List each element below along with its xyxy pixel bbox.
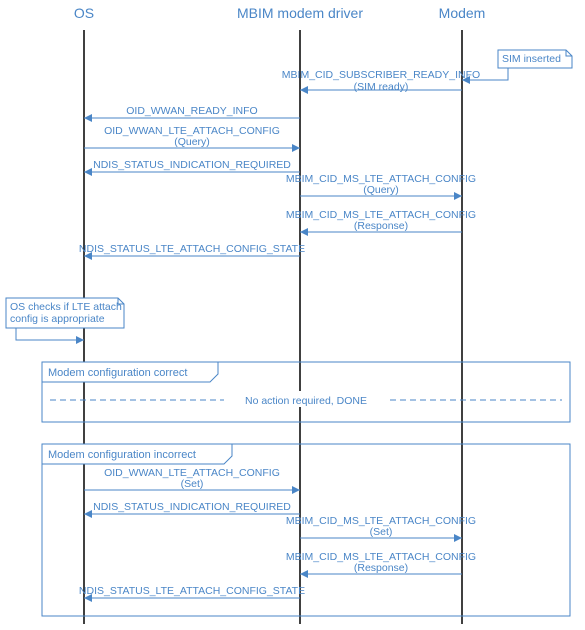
message-text-m11-1: (Response) [354,562,408,574]
message-text-m12-0: NDIS_STATUS_LTE_ATTACH_CONFIG_STATE [79,585,305,597]
arrowhead [292,486,300,494]
arrowhead [76,336,84,344]
arrowhead [300,86,308,94]
message-text-m4-0: NDIS_STATUS_INDICATION_REQUIRED [93,159,291,171]
message-text-m3-1: (Query) [174,136,210,148]
arrowhead [300,570,308,578]
note-sim-text-0: SIM inserted [502,53,561,65]
message-text-m1-0: MBIM_CID_SUBSCRIBER_READY_INFO [282,69,480,81]
message-text-m1-1: (SIM ready) [354,81,409,93]
note-check-connector [16,328,84,340]
message-text-m8-1: (Set) [181,478,204,490]
message-text-m5-1: (Query) [363,184,399,196]
arrowhead [454,534,462,542]
actor-title-modem: Modem [439,5,486,21]
message-text-m10-1: (Set) [370,526,393,538]
actor-title-driver: MBIM modem driver [237,5,363,21]
actor-title-os: OS [74,5,94,21]
fragment-label-f2: Modem configuration incorrect [48,449,196,461]
arrowhead [84,510,92,518]
arrowhead [84,168,92,176]
note-check-text-0: OS checks if LTE attach [10,301,122,313]
message-text-m6-1: (Response) [354,220,408,232]
arrowhead [292,144,300,152]
arrowhead [300,228,308,236]
message-text-m9-0: NDIS_STATUS_INDICATION_REQUIRED [93,501,291,513]
note-check-text-1: config is appropriate [10,313,105,325]
message-text-m7-0: NDIS_STATUS_LTE_ATTACH_CONFIG_STATE [79,243,305,255]
arrowhead [454,192,462,200]
arrowhead [84,114,92,122]
message-text-m2-0: OID_WWAN_READY_INFO [126,105,257,117]
fragment-label-f1: Modem configuration correct [48,367,187,379]
fragment-divider-text-f1: No action required, DONE [245,395,367,407]
sequence-diagram: OS MBIM modem driver Modem Modem configurat… [0,0,585,630]
